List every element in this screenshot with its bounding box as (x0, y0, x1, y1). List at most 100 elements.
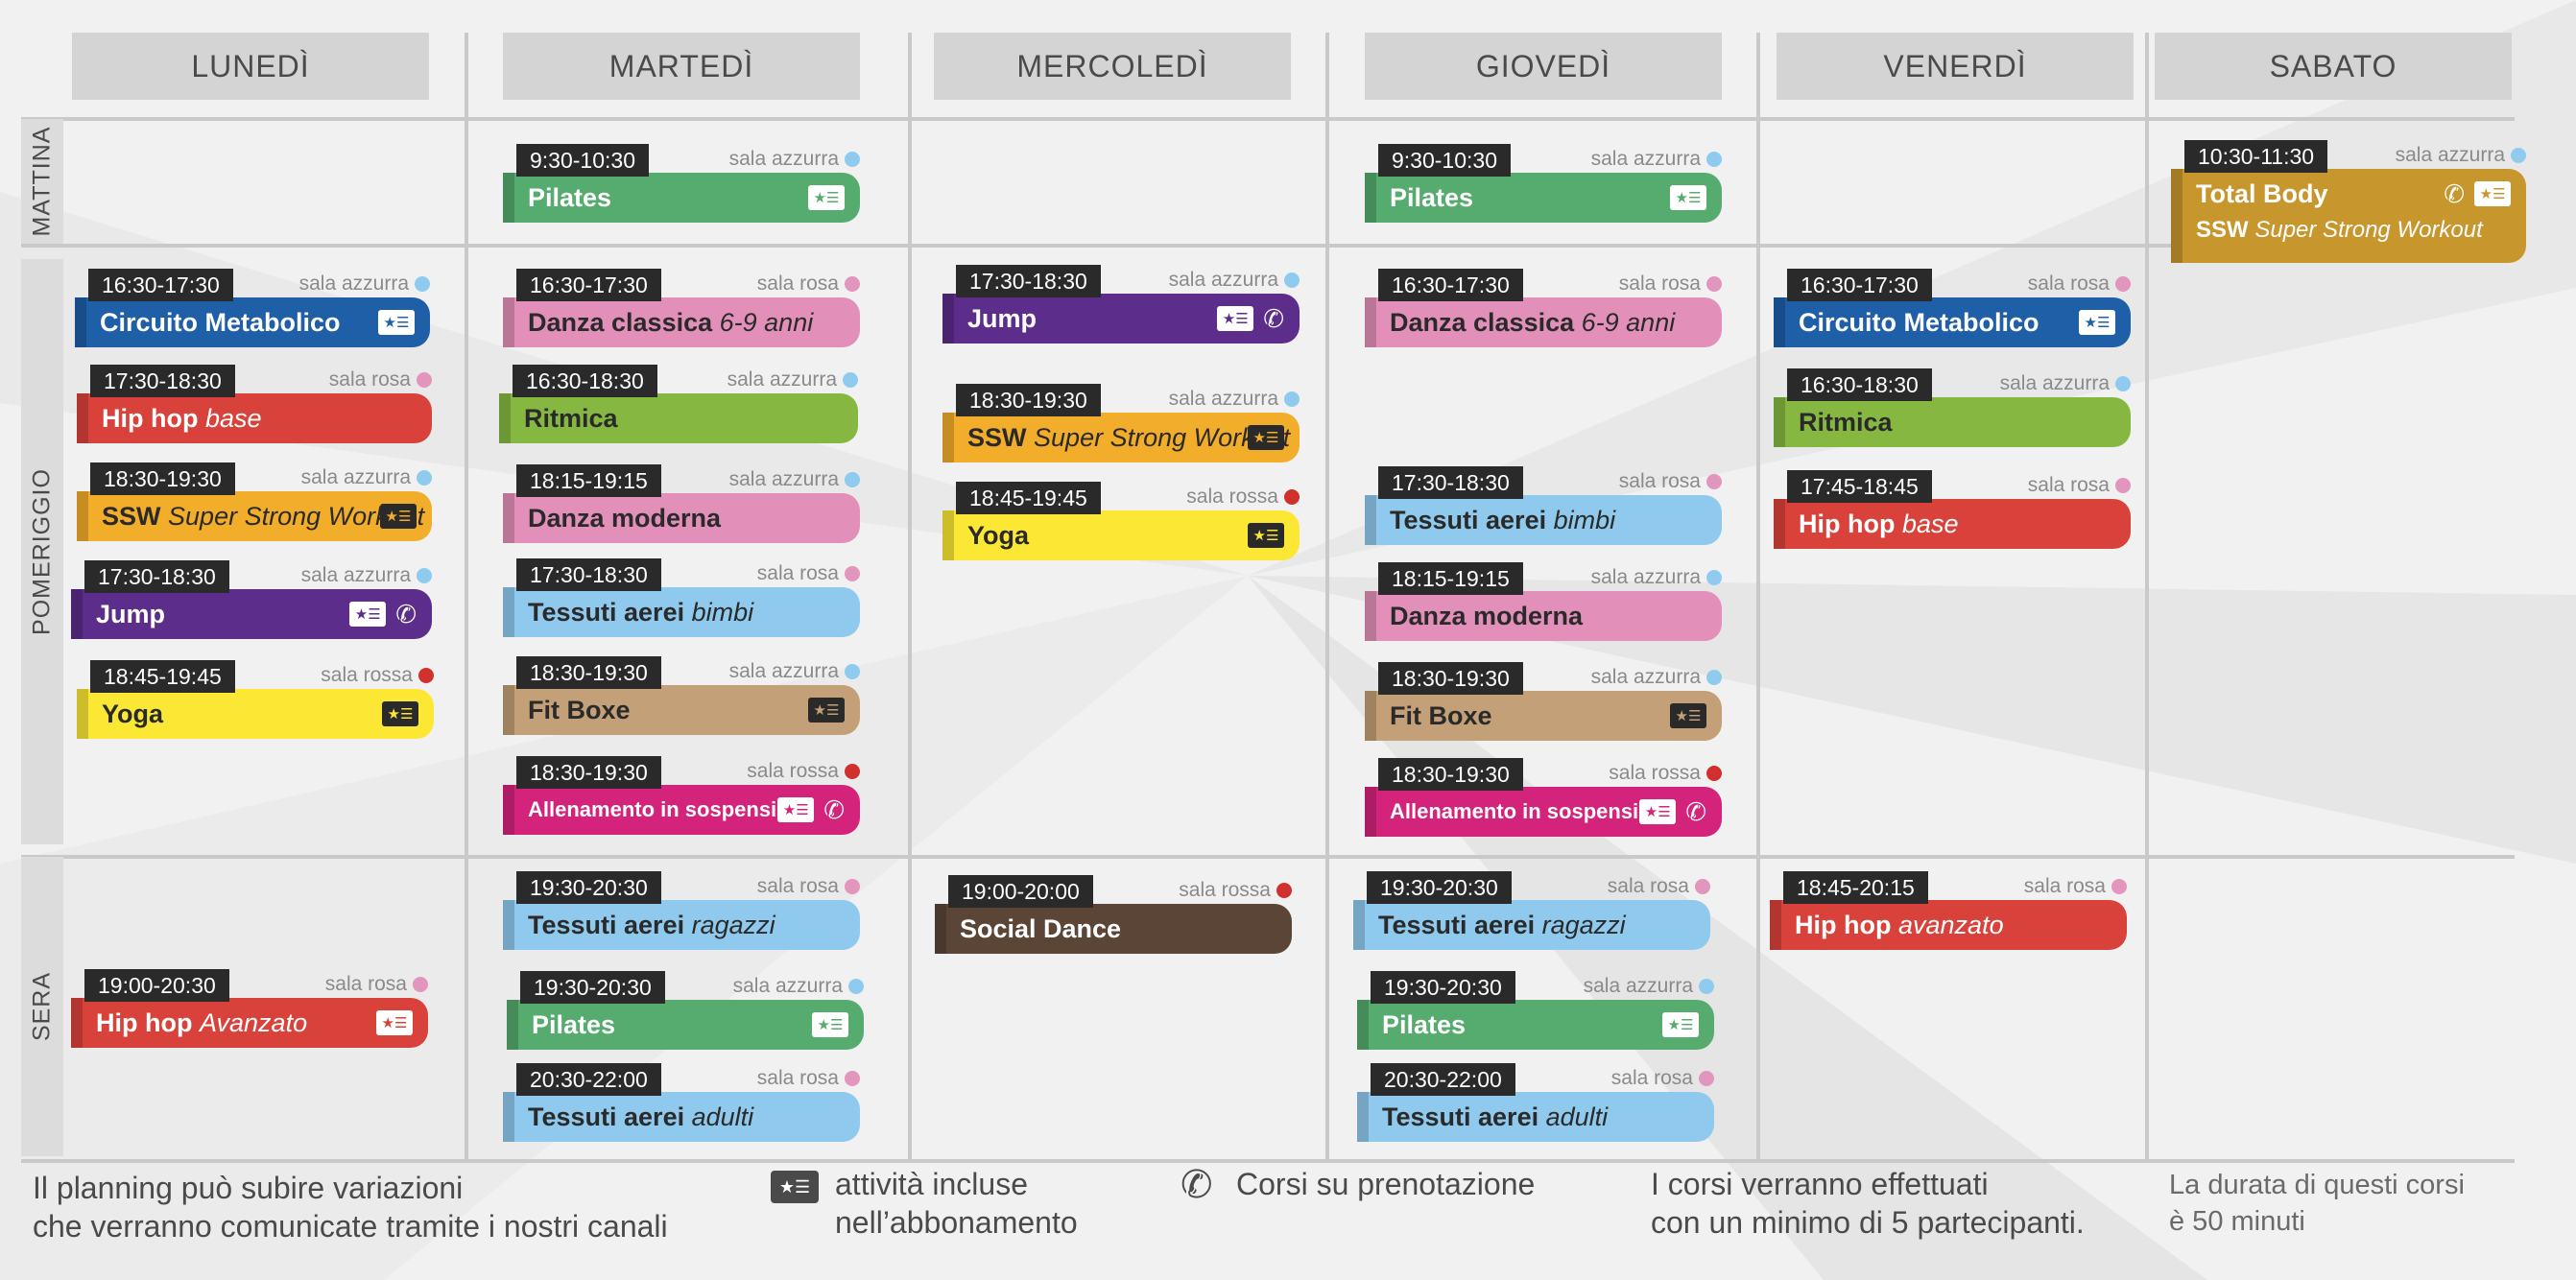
room-name: sala azzurra (728, 660, 839, 682)
class-icons: ✆ ★☰ (2444, 169, 2511, 219)
class-icons: ★☰ (382, 689, 418, 739)
room-dot-icon (845, 152, 860, 167)
class-title: Danza moderna (1390, 591, 1583, 641)
time-badge: 18:30-19:30 (90, 462, 235, 495)
minimum-line2: con un minimo di 5 partecipanti. (1651, 1205, 2085, 1240)
phone-icon: ✆ (1685, 797, 1706, 826)
room-name: sala rossa (321, 664, 413, 686)
room-label: sala azzurra (733, 975, 864, 998)
class-icons: ★☰ (2079, 297, 2115, 347)
class-title: Tessuti aerei adulti (528, 1092, 753, 1142)
class-subtitle: 6-9 anni (719, 308, 814, 337)
room-dot-icon (845, 764, 860, 779)
time-badge: 17:30-18:30 (90, 365, 235, 397)
class-card-gio-8: 19:30-20:30 sala azzurra Pilates ★☰ (1357, 971, 1714, 1052)
room-label: sala rosa (757, 273, 860, 296)
class-icons: ★☰ ✆ (777, 785, 845, 835)
time-badge: 19:30-20:30 (520, 971, 665, 1004)
class-title: Pilates (532, 1000, 615, 1050)
class-name: Tessuti aerei (528, 1102, 685, 1131)
minimum-line1: I corsi verranno effettuati (1651, 1167, 1989, 1201)
class-title: Yoga (102, 689, 163, 739)
room-label: sala rosa (329, 368, 432, 391)
period-afternoon-text: POMERIGGIO (28, 468, 56, 635)
class-bar (942, 413, 1300, 462)
time-badge: 16:30-17:30 (88, 269, 233, 301)
class-title: Fit Boxe (528, 685, 631, 735)
class-card-mer-2: 18:30-19:30 sala azzurra SSW Super Strong … (942, 384, 1300, 464)
class-name: Allenamento in sospensione (1390, 799, 1677, 823)
class-name: Circuito Metabolico (1799, 308, 2039, 337)
class-name: Total Body (2196, 179, 2328, 208)
class-bar (942, 510, 1300, 560)
class-title: Pilates (528, 173, 611, 223)
time-badge: 18:30-19:30 (516, 656, 661, 689)
class-bar (503, 587, 860, 637)
class-accent (1774, 297, 1785, 347)
room-label: sala azzurra (301, 466, 432, 489)
class-accent (1770, 900, 1781, 950)
day-header-monday: LUNEDÌ (72, 33, 429, 100)
class-name: Jump (96, 600, 166, 628)
class-accent (1357, 1092, 1369, 1142)
room-label: sala azzurra (1169, 388, 1300, 411)
room-dot-icon (1706, 474, 1722, 489)
class-icons: ★☰ (1248, 510, 1284, 560)
room-dot-icon (1706, 152, 1722, 167)
room-dot-icon (417, 568, 432, 583)
card-icon: ★☰ (1670, 185, 1706, 210)
room-dot-icon (1284, 391, 1300, 407)
class-title: Circuito Metabolico (1799, 297, 2039, 347)
class-title: Ritmica (1799, 397, 1893, 447)
room-name: sala rosa (1618, 470, 1701, 492)
class-subtitle: ragazzi (1541, 911, 1626, 939)
class-card-lun-1: 16:30-17:30 sala azzurra Circuito Metaboli… (75, 269, 430, 349)
class-name: Allenamento in sospensione (528, 797, 815, 821)
room-dot-icon (845, 879, 860, 894)
class-name: Pilates (1390, 183, 1474, 212)
time-badge: 18:45-19:45 (956, 482, 1101, 514)
class-bar (499, 393, 858, 443)
class-icons: ★☰ (1670, 173, 1706, 223)
class-accent (1365, 297, 1376, 347)
class-accent (942, 294, 954, 344)
card-icon: ★☰ (1217, 306, 1254, 331)
room-name: sala azzurra (1168, 269, 1278, 291)
class-card-ven-2: 16:30-18:30 sala azzurra Ritmica (1774, 368, 2131, 449)
class-bar (71, 998, 428, 1048)
class-name: Circuito Metabolico (100, 308, 341, 337)
room-name: sala rosa (324, 973, 407, 995)
time-badge: 19:30-20:30 (516, 871, 661, 904)
room-label: sala rosa (1619, 273, 1722, 296)
class-title: Tessuti aerei adulti (1382, 1092, 1608, 1142)
class-title: Circuito Metabolico (100, 297, 341, 347)
room-dot-icon (843, 372, 858, 388)
card-icon: ★☰ (1670, 703, 1706, 728)
class-name: Ritmica (1799, 408, 1893, 437)
time-badge: 17:30-18:30 (1378, 466, 1523, 499)
class-name: Hip hop (96, 1008, 193, 1037)
time-badge: 20:30-22:00 (516, 1063, 661, 1096)
class-name: Tessuti aerei (1390, 506, 1547, 534)
time-badge: 18:30-19:30 (956, 384, 1101, 416)
class-accent (503, 587, 514, 637)
class-title: Hip hop avanzato (1795, 900, 2004, 950)
class-title: Danza classica 6-9 anni (1390, 297, 1675, 347)
class-icons: ★☰ ✆ (1639, 787, 1706, 837)
room-label: sala rosa (757, 1067, 860, 1090)
class-icons: ★☰ ✆ (349, 589, 417, 639)
class-card-mar-7: 18:30-19:30 sala rossa Allenamento in sosp… (503, 756, 860, 837)
class-accent (499, 393, 511, 443)
room-name: sala azzurra (732, 975, 843, 997)
class-accent (77, 689, 88, 739)
duration-line1: La durata di questi corsi (2169, 1170, 2465, 1200)
room-name: sala rossa (1186, 486, 1278, 508)
class-name: SSW (102, 502, 161, 531)
room-label: sala rosa (2028, 474, 2131, 497)
class-title: Jump (96, 589, 165, 639)
class-accent (2171, 169, 2182, 263)
phone-icon: ✆ (1263, 304, 1284, 333)
class-accent (77, 393, 88, 443)
room-label: sala azzurra (301, 564, 432, 587)
class-title: Jump (967, 294, 1037, 344)
